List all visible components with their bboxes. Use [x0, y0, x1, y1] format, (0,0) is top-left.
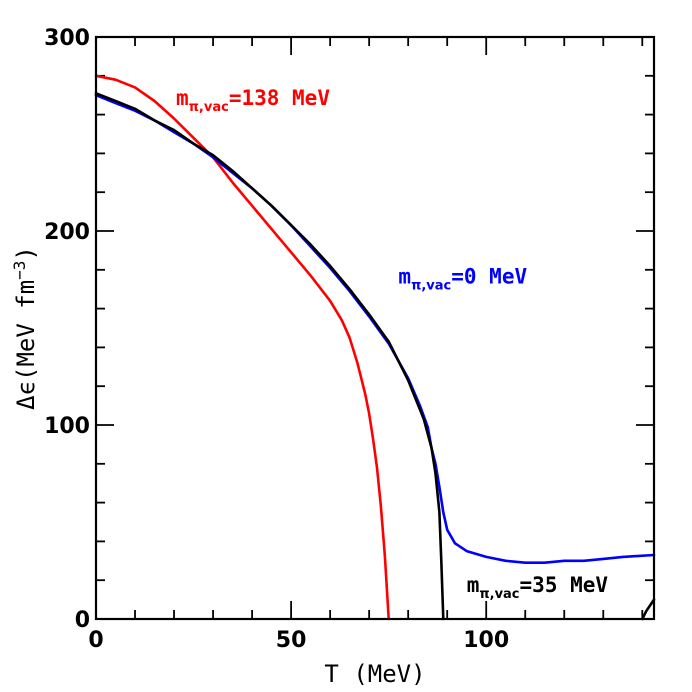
series-line-2 [94, 92, 445, 621]
x-tick-label: 50 [276, 628, 307, 653]
annotations: mπ,vac=138 MeV mπ,vac=0 MeV mπ,vac=35 MeV [176, 86, 608, 602]
y-axis-title: Δϵ(MeV fm−3) [10, 246, 40, 410]
x-tick-label: 100 [463, 628, 509, 653]
curve-label-2: mπ,vac=35 MeV [467, 573, 609, 602]
y-axis-title-exponent: −3 [10, 261, 29, 280]
series-line-1 [94, 93, 656, 564]
y-axis-title-main: Δϵ(MeV fm [12, 280, 40, 410]
curve-label-1: mπ,vac=0 MeV [398, 264, 527, 293]
series-line-0 [94, 74, 390, 621]
y-tick-label: 300 [44, 26, 90, 51]
tick-labels: 0 50 100 0 100 200 300 [44, 26, 509, 653]
y-tick-label: 100 [44, 414, 90, 439]
y-tick-label: 200 [44, 220, 90, 245]
x-axis-title: T (MeV) [324, 660, 425, 688]
y-axis-title-close: ) [12, 246, 40, 260]
curve-label-0: mπ,vac=138 MeV [176, 86, 330, 115]
y-tick-label: 0 [75, 608, 90, 633]
plot-lines [94, 74, 656, 621]
plot-frame [94, 35, 656, 621]
series-line-3 [641, 598, 656, 621]
x-tick-label: 0 [88, 628, 103, 653]
